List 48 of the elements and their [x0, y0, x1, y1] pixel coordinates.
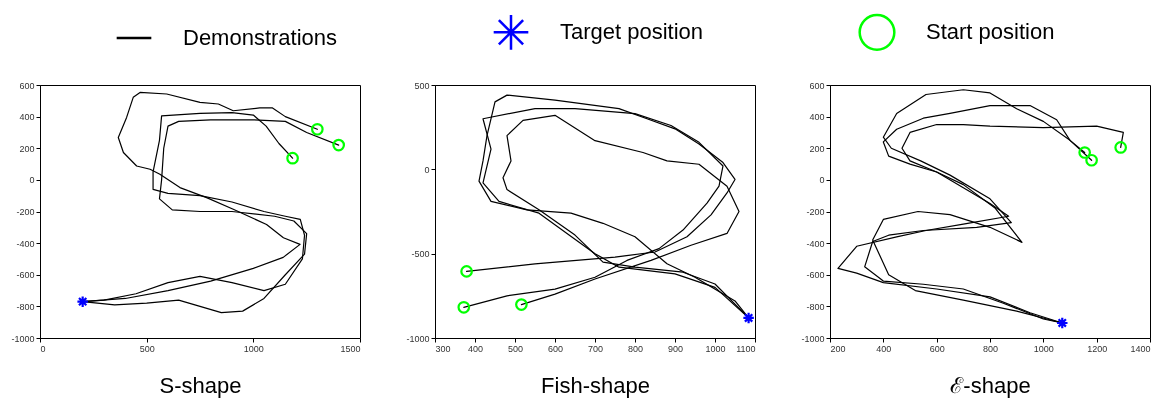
x-tick-label: 0	[40, 343, 46, 354]
y-tick-label: -800	[16, 301, 35, 312]
legend-label: Target position	[560, 19, 704, 45]
x-tick-label: 400	[467, 343, 484, 354]
x-tick-label: 400	[876, 343, 892, 354]
x-tick-label: 1500	[340, 343, 361, 354]
y-tick-label: -800	[806, 301, 825, 312]
y-tick-label: 600	[19, 80, 35, 91]
y-tick-label: 0	[819, 175, 825, 186]
y-tick-label: -1000	[801, 333, 825, 344]
y-tick-label: 0	[424, 164, 430, 175]
y-tick-label: -400	[806, 238, 825, 249]
y-tick-label: -1000	[406, 333, 430, 344]
y-tick-label: -600	[16, 270, 35, 281]
x-tick-label: 1000	[243, 343, 264, 354]
x-axis-title: Fish-shape	[541, 372, 650, 398]
x-tick-label: 1000	[705, 343, 726, 354]
x-tick-label: 600	[929, 343, 945, 354]
y-tick-label: 400	[809, 112, 825, 123]
y-tick-label: 200	[809, 143, 825, 154]
y-tick-label: 200	[19, 143, 35, 154]
x-tick-label: 1000	[1033, 343, 1054, 354]
y-tick-label: -600	[806, 270, 825, 281]
x-tick-label: 200	[830, 343, 846, 354]
x-axis-title: S-shape	[159, 372, 242, 398]
y-tick-label: 600	[809, 80, 825, 91]
x-tick-label: 1200	[1087, 343, 1108, 354]
y-tick-label: 400	[19, 112, 35, 123]
x-tick-label: 1100	[736, 343, 756, 354]
y-tick-label: -400	[16, 238, 35, 249]
x-tick-label: 500	[139, 343, 155, 354]
legend-label: Demonstrations	[183, 25, 338, 50]
x-tick-label: 300	[435, 343, 451, 354]
y-tick-label: -200	[16, 207, 35, 217]
x-axis-title: ℰ-shape	[950, 372, 1031, 398]
x-tick-label: 1400	[1130, 343, 1151, 354]
x-tick-label: 600	[547, 343, 564, 354]
x-tick-label: 700	[587, 343, 604, 354]
y-tick-label: 0	[29, 175, 35, 186]
legend-label: Start position	[926, 19, 1055, 45]
y-tick-label: -1000	[11, 333, 35, 344]
y-tick-label: -500	[411, 249, 430, 260]
x-tick-label: 500	[507, 343, 524, 354]
y-tick-label: 500	[414, 80, 430, 91]
x-tick-label: 900	[667, 343, 684, 354]
x-tick-label: 800	[982, 343, 999, 354]
y-tick-label: -200	[806, 207, 825, 217]
x-tick-label: 800	[627, 343, 644, 354]
